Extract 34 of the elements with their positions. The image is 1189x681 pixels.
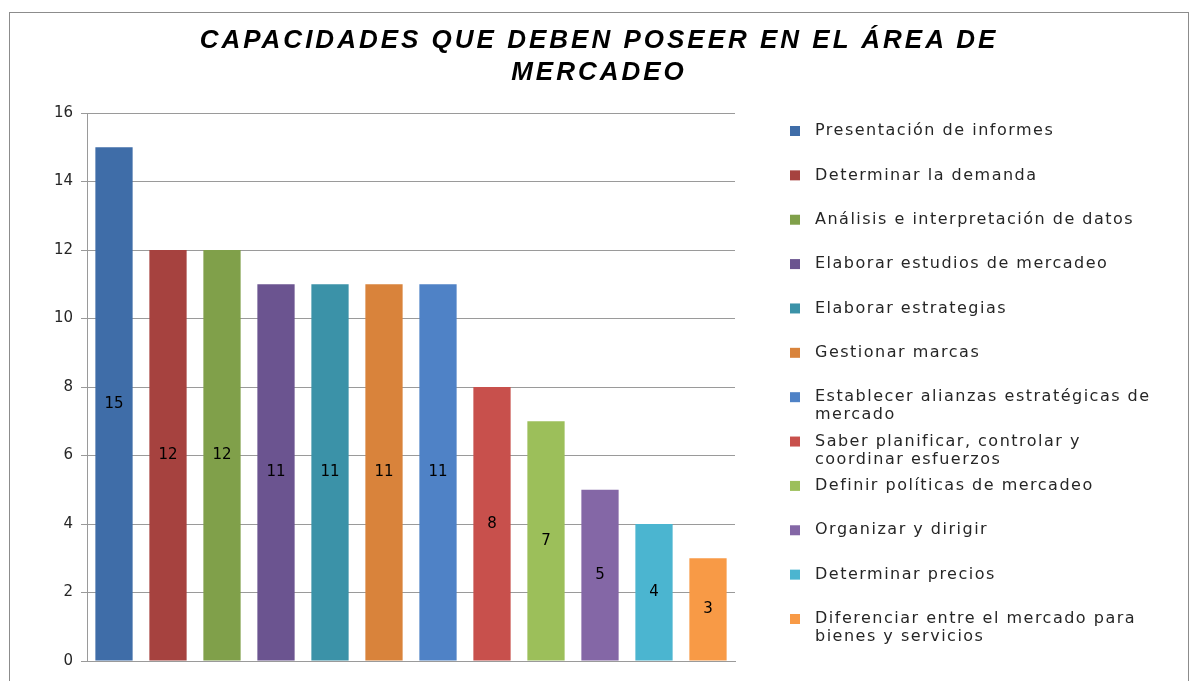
data-label: 11 (374, 462, 394, 481)
legend-label: Saber planificar, controlar y coordinar esfuerzos (815, 430, 1081, 468)
legend-label: Diferenciar entre el mercado para bienes y servicios (815, 608, 1137, 646)
data-label: 3 (703, 599, 713, 618)
legend-label: Análisis e interpretación de datos (815, 208, 1135, 228)
data-label: 7 (541, 530, 551, 549)
legend-label: Determinar la demanda (815, 164, 1038, 184)
legend-label: Determinar precios (815, 563, 996, 583)
y-tick-label: 10 (53, 308, 73, 327)
legend-label: Establecer alianzas estratégicas de mercado (815, 386, 1151, 424)
legend-label: Elaborar estudios de mercadeo (815, 253, 1109, 273)
y-tick-label: 0 (63, 650, 73, 669)
data-label: 12 (158, 445, 178, 464)
data-label: 4 (649, 582, 659, 601)
data-label: 11 (320, 462, 340, 481)
y-tick-label: 6 (63, 445, 73, 464)
legend-label: Definir políticas de mercadeo (815, 475, 1094, 495)
y-tick-label: 2 (63, 582, 73, 601)
data-label: 12 (212, 445, 232, 464)
y-tick-label: 4 (63, 513, 73, 532)
y-tick-label: 16 (53, 102, 73, 121)
data-label: 8 (487, 513, 497, 532)
y-tick-label: 12 (53, 239, 73, 258)
legend-label: Presentación de informes (815, 120, 1055, 140)
legend-label: Gestionar marcas (815, 341, 981, 361)
chart-title: CAPACIDADES QUE DEBEN POSEER EN EL ÁREA DE MERCADEO (199, 24, 999, 87)
legend-label: Elaborar estrategias (815, 297, 1008, 317)
data-label: 11 (428, 462, 448, 481)
data-label: 5 (595, 565, 605, 584)
legend-label: Organizar y dirigir (815, 519, 989, 539)
data-label: 15 (104, 393, 124, 412)
y-tick-label: 8 (63, 376, 73, 395)
data-label: 11 (266, 462, 286, 481)
y-tick-label: 14 (53, 171, 73, 190)
